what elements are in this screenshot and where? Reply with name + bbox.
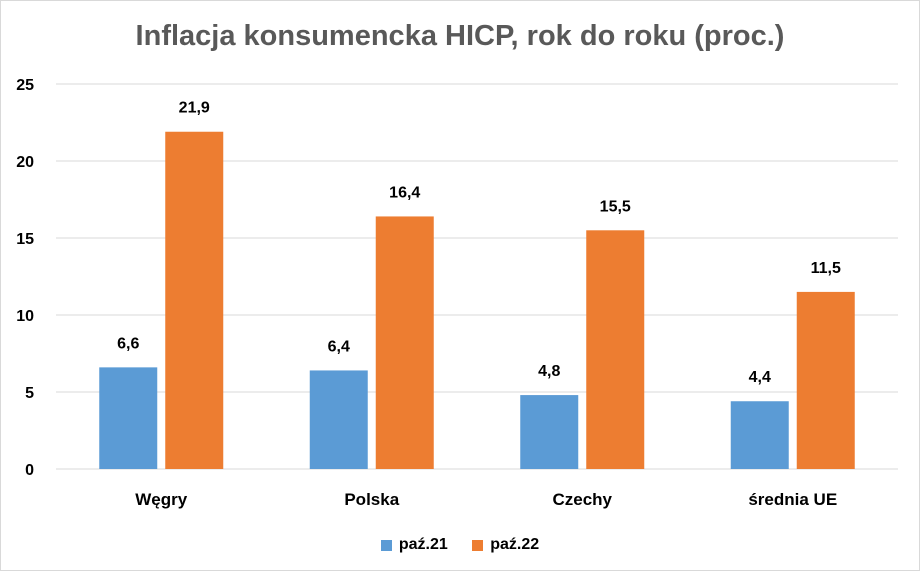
y-tick-label-25: 25 [16,77,34,94]
data-label-paz22-0: 21,9 [179,100,210,117]
bar-paz22-3 [796,291,855,469]
legend-swatch-paz21 [380,539,392,551]
bar-paz22-0 [165,131,224,470]
chart-title: Inflacja konsumencka HICP, rok do roku (… [135,20,785,52]
x-category-label-1: Polska [344,490,399,509]
y-tick-label-10: 10 [16,308,34,325]
data-label-paz22-2: 15,5 [600,198,631,215]
x-category-label-3: średnia UE [748,490,837,509]
legend-item-paz22: paź.22 [472,536,539,554]
legend-item-paz21: paź.21 [380,536,448,554]
legend-swatch-paz22 [472,539,484,551]
x-category-label-0: Węgry [135,490,188,509]
y-tick-label-15: 15 [16,231,34,248]
data-label-paz21-0: 6,6 [117,335,139,352]
chart-legend: paź.21 paź.22 [0,536,920,556]
y-tick-label-0: 0 [25,462,34,479]
bar-paz22-2 [586,230,645,469]
bar-paz21-3 [730,401,789,469]
y-tick-label-5: 5 [25,385,34,402]
x-category-label-2: Czechy [552,490,612,509]
data-label-paz21-2: 4,8 [538,363,560,380]
data-label-paz21-1: 6,4 [328,338,350,355]
data-label-paz21-3: 4,4 [749,369,771,386]
data-label-paz22-1: 16,4 [389,184,420,201]
legend-label-paz21: paź.21 [398,536,448,553]
legend-label-paz22: paź.22 [490,536,540,553]
data-label-paz22-3: 11,5 [811,260,841,277]
bar-paz21-0 [99,367,158,469]
y-tick-label-20: 20 [16,154,34,171]
bar-paz22-1 [375,216,434,469]
bar-paz21-1 [309,370,368,469]
bar-paz21-2 [520,395,579,469]
